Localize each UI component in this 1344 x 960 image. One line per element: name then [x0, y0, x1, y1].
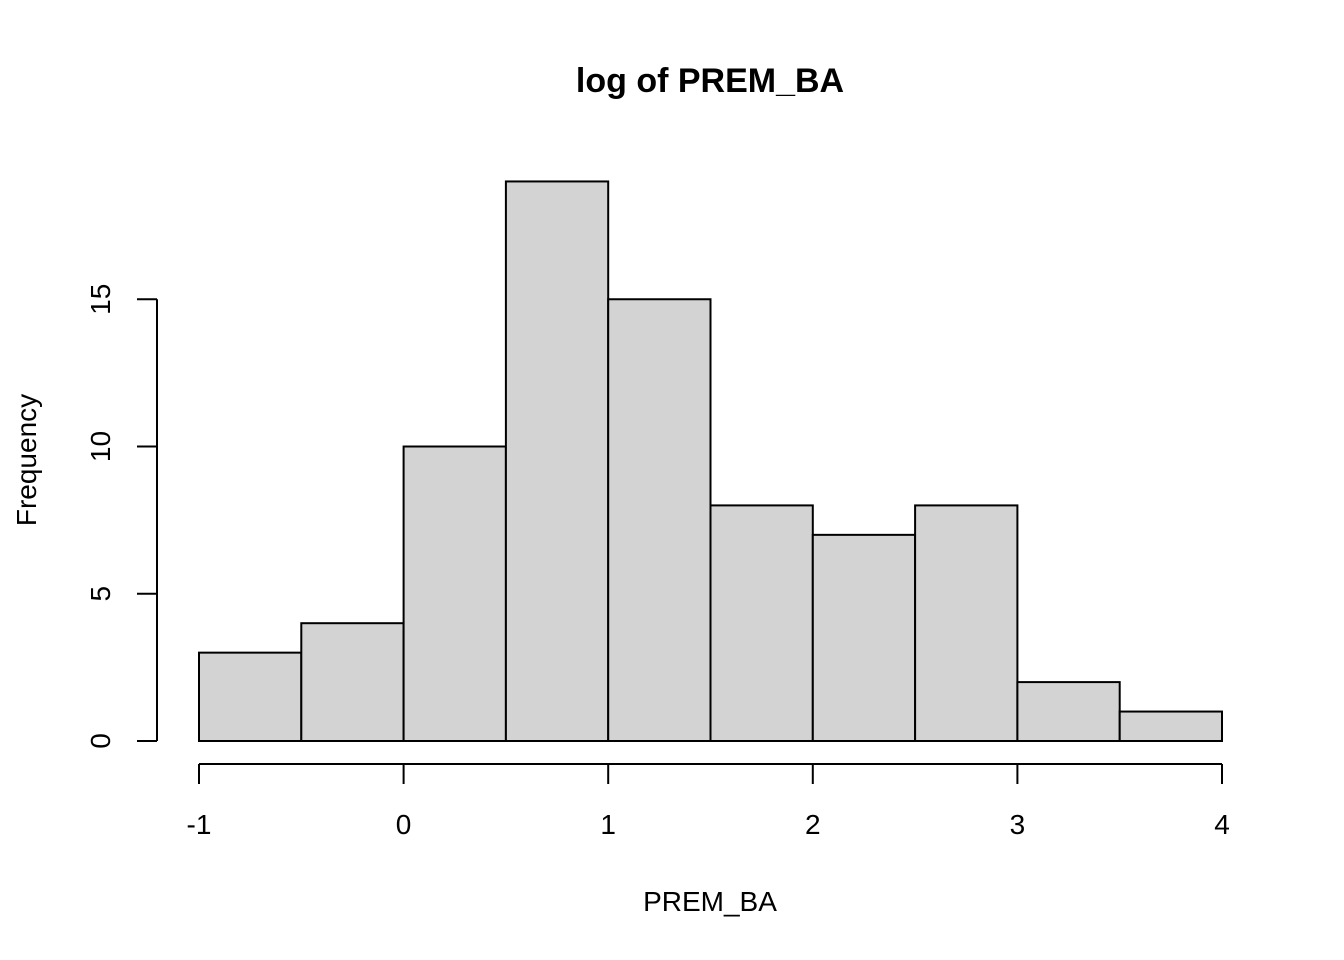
histogram-bar-6: [811, 533, 917, 742]
chart-title: log of PREM_BA: [576, 62, 844, 100]
x-axis-label: PREM_BA: [643, 886, 777, 917]
bars-group: [198, 180, 1223, 743]
x-tick-label-2: 1: [600, 809, 616, 840]
x-tick-label-0: -1: [187, 809, 212, 840]
x-tick-label-5: 4: [1214, 809, 1230, 840]
histogram-bar-9: [1118, 710, 1223, 742]
x-tick-label-1: 0: [396, 809, 412, 840]
y-axis-label: Frequency: [11, 394, 42, 526]
y-tick-label-2: 10: [85, 431, 116, 462]
y-tick-label-0: 0: [85, 733, 116, 749]
histogram-bar-5: [709, 504, 814, 742]
y-tick-label-3: 15: [85, 284, 116, 315]
y-axis: 0 5 10 15: [85, 284, 158, 749]
histogram-bar-8: [1016, 681, 1121, 742]
histogram-bar-1: [300, 622, 405, 743]
histogram-bar-7: [914, 504, 1019, 742]
x-tick-label-3: 2: [805, 809, 821, 840]
x-tick-label-4: 3: [1010, 809, 1026, 840]
histogram-bar-0: [198, 651, 303, 743]
histogram-bar-4: [607, 298, 712, 742]
y-tick-label-1: 5: [85, 586, 116, 602]
x-axis: -1 0 1 2 3 4: [187, 763, 1230, 840]
histogram-bar-3: [504, 180, 610, 742]
histogram-bar-2: [402, 445, 507, 742]
